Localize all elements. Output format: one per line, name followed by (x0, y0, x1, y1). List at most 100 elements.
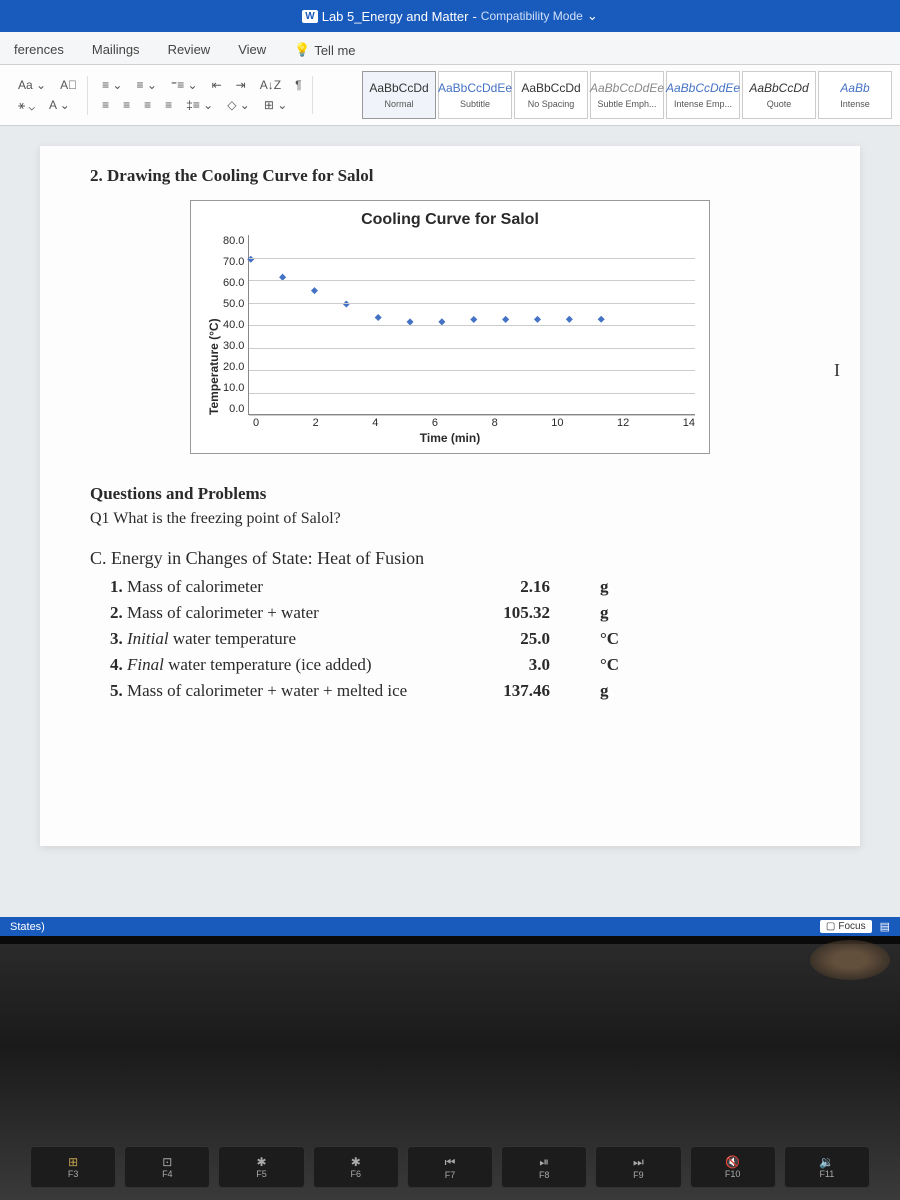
key-f5: ✱F5 (218, 1146, 304, 1188)
function-key-row: ⊞F3⊡F4✱F5✱F6⏮F7⏯F8⏭F9🔇F10🔉F11 (30, 1146, 870, 1188)
tell-me-search[interactable]: 💡 Tell me (280, 36, 369, 64)
key-symbol-icon: ⏮ (445, 1155, 456, 1170)
focus-icon: ▢ (826, 921, 835, 932)
focus-label: Focus (838, 921, 865, 932)
style-subtitle[interactable]: AaBbCcDdEeSubtitle (438, 71, 512, 119)
style-subtleemph[interactable]: AaBbCcDdEeSubtle Emph... (590, 71, 664, 119)
sort-button[interactable]: A↓Z (256, 76, 285, 94)
x-tick: 12 (617, 417, 629, 429)
bullets-button[interactable]: ≡ ⌄ (98, 76, 126, 94)
title-bar: W Lab 5_Energy and Matter - Compatibilit… (0, 0, 900, 32)
tab-references[interactable]: ferences (0, 36, 78, 64)
style-nospacing[interactable]: AaBbCcDd No Spacing (514, 71, 588, 119)
styles-gallery: AaBbCcDdNormalAaBbCcDdEeSubtitleAaBbCcDd… (362, 71, 892, 119)
data-value: 25.0 (450, 629, 550, 649)
shading-button[interactable]: ◇ ⌄ (223, 96, 254, 114)
ribbon: Aa ⌄ A⃠ ⚹ ⌄ A ⌄ ≡ ⌄ ≡ ⌄ ⁼≡ ⌄ ⇤ ⇥ A↓Z ¶ ≡… (0, 65, 900, 126)
data-row: 1. Mass of calorimeter2.16g (90, 577, 810, 597)
font-color-button[interactable]: A ⌄ (45, 96, 74, 114)
style-intense[interactable]: AaBb Intense (818, 71, 892, 119)
key-symbol-icon: ⊞ (68, 1155, 78, 1169)
tab-review[interactable]: Review (154, 36, 225, 64)
key-label: F7 (445, 1170, 456, 1180)
data-label: 3. Initial water temperature (90, 629, 450, 649)
increase-indent-button[interactable]: ⇥ (232, 76, 250, 94)
cooling-curve-chart[interactable]: Cooling Curve for Salol Temperature (°C)… (190, 200, 710, 454)
view-icon[interactable]: ▤ (880, 920, 890, 933)
tab-view[interactable]: View (224, 36, 280, 64)
clear-formatting-button[interactable]: A⃠ (56, 76, 81, 94)
y-tick: 50.0 (223, 298, 244, 310)
key-f11: 🔉F11 (784, 1146, 870, 1188)
question-1: Q1 What is the freezing point of Salol? (90, 510, 810, 528)
align-right-button[interactable]: ≡ (140, 96, 155, 114)
key-label: F4 (162, 1169, 173, 1179)
font-group: Aa ⌄ A⃠ ⚹ ⌄ A ⌄ (8, 76, 88, 115)
style-intenseemp[interactable]: AaBbCcDdEe Intense Emp... (666, 71, 740, 119)
style-quote[interactable]: AaBbCcDdQuote (742, 71, 816, 119)
key-symbol-icon: ⏯ (539, 1155, 549, 1170)
style-name: Intense (840, 99, 870, 109)
y-tick: 30.0 (223, 340, 244, 352)
focus-mode-button[interactable]: ▢ Focus (820, 920, 872, 933)
style-name: Quote (767, 99, 792, 109)
style-preview: AaBbCcDdEe (666, 81, 740, 95)
data-row: 5. Mass of calorimeter + water + melted … (90, 681, 810, 701)
highlight-button[interactable]: ⚹ ⌄ (14, 96, 39, 115)
data-label: 4. Final water temperature (ice added) (90, 655, 450, 675)
style-normal[interactable]: AaBbCcDdNormal (362, 71, 436, 119)
text-cursor-icon: I (834, 360, 840, 381)
y-tick: 40.0 (223, 319, 244, 331)
document-title: Lab 5_Energy and Matter (322, 9, 469, 24)
line-spacing-button[interactable]: ‡≡ ⌄ (182, 96, 217, 114)
data-unit: °C (550, 629, 619, 649)
x-tick: 0 (253, 417, 259, 429)
lightbulb-icon: 💡 (294, 42, 310, 58)
x-axis-label: Time (min) (205, 431, 695, 445)
key-label: F11 (819, 1169, 834, 1179)
y-axis-label: Temperature (°C) (205, 235, 223, 415)
style-preview: AaBb (840, 81, 869, 95)
style-preview: AaBbCcDdEe (438, 81, 512, 95)
x-tick: 6 (432, 417, 438, 429)
align-center-button[interactable]: ≡ (119, 96, 134, 114)
numbering-button[interactable]: ≡ ⌄ (132, 76, 160, 94)
multilevel-button[interactable]: ⁼≡ ⌄ (167, 76, 202, 94)
style-name: Intense Emp... (674, 99, 732, 109)
y-tick: 60.0 (223, 277, 244, 289)
word-icon: W (302, 10, 317, 23)
decorative-sticker (810, 940, 890, 980)
key-label: F8 (539, 1170, 550, 1180)
key-label: F3 (68, 1169, 79, 1179)
justify-button[interactable]: ≡ (161, 96, 176, 114)
style-name: No Spacing (528, 99, 575, 109)
grid-line (249, 325, 695, 326)
tab-mailings[interactable]: Mailings (78, 36, 154, 64)
data-label: 1. Mass of calorimeter (90, 577, 450, 597)
change-case-button[interactable]: Aa ⌄ (14, 76, 50, 94)
questions-section: Questions and Problems Q1 What is the fr… (90, 484, 810, 528)
y-tick: 0.0 (223, 403, 244, 415)
align-left-button[interactable]: ≡ (98, 96, 113, 114)
key-label: F5 (256, 1169, 267, 1179)
grid-line (249, 303, 695, 304)
document-page[interactable]: 2. Drawing the Cooling Curve for Salol C… (40, 146, 860, 846)
title-dropdown-icon[interactable]: ⌄ (587, 8, 598, 24)
style-preview: AaBbCcDd (521, 81, 580, 95)
data-label: 2. Mass of calorimeter + water (90, 603, 450, 623)
data-unit: g (550, 681, 610, 701)
questions-heading: Questions and Problems (90, 484, 810, 504)
grid-line (249, 348, 695, 349)
key-symbol-icon: ⏭ (633, 1155, 644, 1170)
key-f8: ⏯F8 (501, 1146, 587, 1188)
key-symbol-icon: 🔉 (819, 1155, 834, 1169)
key-symbol-icon: ✱ (351, 1155, 361, 1169)
decrease-indent-button[interactable]: ⇤ (208, 76, 226, 94)
paragraph-marks-button[interactable]: ¶ (291, 76, 305, 94)
style-name: Subtle Emph... (597, 99, 656, 109)
x-tick: 14 (683, 417, 695, 429)
grid-line (249, 258, 695, 259)
borders-button[interactable]: ⊞ ⌄ (260, 96, 291, 114)
grid-line (249, 393, 695, 394)
y-tick: 10.0 (223, 382, 244, 394)
